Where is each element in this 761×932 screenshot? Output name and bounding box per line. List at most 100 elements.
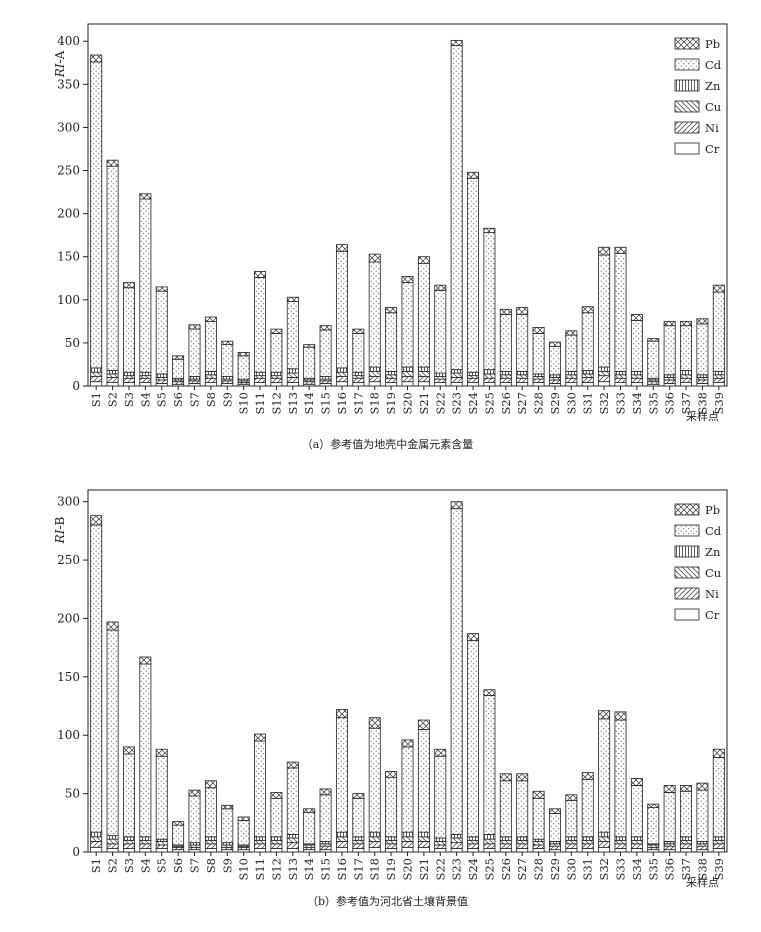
bar-pb-s37 — [680, 320, 693, 327]
x-tick-label: S6 — [171, 858, 185, 873]
legend-label-cr: Cr — [705, 608, 720, 622]
bar-pb-s26 — [499, 773, 512, 782]
y-tick-label: 250 — [57, 553, 80, 567]
y-axis-label-suffix: -A — [53, 50, 67, 63]
bar-cr-s27 — [516, 382, 529, 387]
bar-pb-s14 — [303, 808, 316, 813]
bar-cd-s2 — [106, 629, 119, 837]
chart-panel-b: 0 50 100 150 200 250 300 RI-B S1 S2 S3 S4 S5 S6 S7 S8 S9… — [53, 489, 728, 908]
bar-pb-s11 — [254, 270, 267, 278]
bar-cd-s24 — [467, 640, 480, 838]
bar-cu-s12 — [270, 839, 283, 845]
x-tick-label: S13 — [286, 392, 300, 415]
bar-ni-s32 — [598, 375, 611, 383]
bar-zn-s23 — [450, 369, 463, 374]
bar-zn-s18 — [368, 366, 381, 372]
x-tick-label: S11 — [253, 392, 267, 415]
bar-ni-s27 — [516, 843, 529, 849]
bar-cr-s25 — [483, 382, 496, 387]
bar-ni-s33 — [614, 843, 627, 849]
bar-ni-s39 — [712, 377, 725, 383]
bar-ni-s18 — [368, 376, 381, 383]
legend-swatch-cr — [674, 142, 700, 155]
bar-cu-s22 — [434, 841, 447, 846]
bar-cu-s27 — [516, 839, 529, 845]
bar-zn-s27 — [516, 370, 529, 376]
bar-ni-s24 — [467, 843, 480, 849]
bar-ni-s36 — [663, 379, 676, 384]
bar-ni-s1 — [90, 376, 103, 383]
bar-cr-s34 — [630, 848, 643, 853]
bar-zn-s27 — [516, 836, 529, 841]
bar-cu-s34 — [630, 839, 643, 845]
bar-zn-s1 — [90, 831, 103, 838]
bar-ni-s12 — [270, 843, 283, 849]
y-tick-label: 0 — [72, 845, 80, 859]
x-tick-label: S34 — [630, 392, 644, 415]
bar-cd-s5 — [155, 290, 168, 375]
bar-pb-s30 — [565, 794, 578, 802]
bar-cr-s37 — [680, 382, 693, 387]
x-tick-label: S32 — [597, 392, 611, 415]
bar-cr-s26 — [499, 848, 512, 853]
panel-caption: （a）参考值为地壳中金属元素含量 — [302, 437, 474, 451]
x-tick-label: S24 — [466, 392, 480, 415]
bar-ni-s23 — [450, 376, 463, 383]
bar-cd-s4 — [139, 663, 152, 838]
bar-ni-s11 — [254, 843, 267, 849]
legend-label-ni: Ni — [705, 121, 719, 135]
bar-ni-s11 — [254, 377, 267, 383]
bar-pb-s38 — [696, 782, 709, 791]
bar-cd-s29 — [548, 345, 561, 376]
bar-ni-s38 — [696, 845, 709, 851]
x-tick-label: S5 — [155, 858, 169, 873]
x-tick-label: S8 — [204, 392, 218, 407]
bar-zn-s24 — [467, 836, 480, 841]
bar-pb-s8 — [204, 316, 217, 322]
bar-cd-s35 — [647, 807, 660, 845]
bar-cr-s31 — [581, 848, 594, 853]
x-tick-label: S9 — [220, 392, 234, 407]
bar-pb-s10 — [237, 816, 250, 821]
x-tick-label: S14 — [302, 858, 316, 881]
bar-cr-s2 — [106, 848, 119, 853]
x-tick-label: S37 — [679, 392, 693, 415]
bar-cr-s21 — [417, 846, 430, 853]
y-axis-label-italic: RI — [53, 529, 67, 544]
bar-cr-s21 — [417, 381, 430, 387]
x-tick-label: S24 — [466, 858, 480, 881]
bar-cu-s20 — [401, 370, 414, 377]
legend-label-cr: Cr — [705, 142, 720, 156]
bar-cu-s18 — [368, 370, 381, 377]
bar-ni-s20 — [401, 841, 414, 848]
bar-pb-s3 — [122, 746, 135, 755]
y-tick-label: 400 — [57, 34, 80, 48]
bar-cd-s29 — [548, 813, 561, 842]
bar-ni-s31 — [581, 843, 594, 849]
bar-pb-s22 — [434, 284, 447, 291]
bar-zn-s25 — [483, 369, 496, 375]
y-tick-label: 300 — [57, 120, 80, 134]
bar-ni-s3 — [122, 843, 135, 849]
bar-cu-s23 — [450, 372, 463, 378]
bar-cu-s33 — [614, 839, 627, 845]
bar-cd-s20 — [401, 746, 414, 833]
bar-cd-s21 — [417, 728, 430, 833]
x-tick-label: S38 — [695, 392, 709, 415]
x-tick-label: S20 — [401, 858, 415, 881]
bar-cd-s3 — [122, 287, 135, 373]
bar-pb-s24 — [467, 633, 480, 642]
bar-cd-s22 — [434, 289, 447, 374]
bar-cr-s12 — [270, 382, 283, 387]
bar-ni-s29 — [548, 379, 561, 384]
bar-cr-s24 — [467, 848, 480, 853]
bar-ni-s13 — [286, 842, 299, 849]
x-tick-label: S1 — [89, 858, 103, 873]
x-tick-label: S16 — [335, 858, 349, 881]
bar-cd-s1 — [90, 524, 103, 833]
bar-zn-s5 — [155, 373, 168, 378]
bar-pb-s25 — [483, 689, 496, 696]
bar-ni-s21 — [417, 376, 430, 383]
bar-cd-s8 — [204, 320, 217, 372]
